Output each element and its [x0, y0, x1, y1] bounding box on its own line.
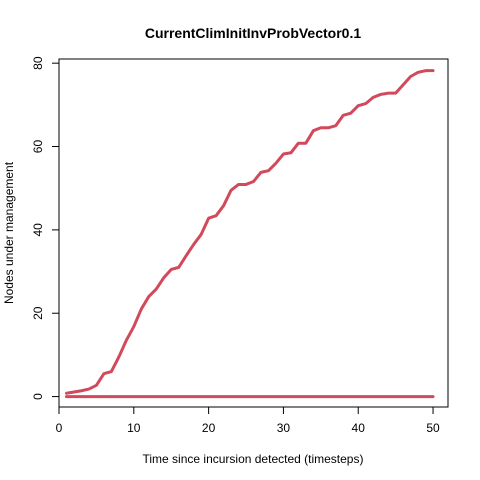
plot-box: [58, 58, 449, 408]
x-tick-label: 30: [277, 421, 291, 435]
x-tick-label: 50: [426, 421, 440, 435]
series-line-1: [64, 69, 435, 395]
x-axis-label: Time since incursion detected (timesteps…: [143, 452, 364, 466]
x-tick-label: 0: [56, 421, 63, 435]
y-tick-label: 0: [31, 393, 45, 400]
y-axis: 0 20 40 60 80: [31, 56, 59, 400]
x-axis: 0 10 20 30 40 50: [56, 407, 440, 435]
y-tick-label: 20: [31, 306, 45, 320]
x-tick-label: 40: [352, 421, 366, 435]
y-tick-label: 80: [31, 56, 45, 70]
y-axis-label: Nodes under management: [2, 161, 16, 304]
y-tick-label: 40: [31, 223, 45, 237]
x-tick-label: 20: [202, 421, 216, 435]
x-tick-label: 10: [127, 421, 141, 435]
series-layer: [64, 69, 435, 399]
chart-title: CurrentClimInitInvProbVector0.1: [145, 25, 361, 41]
y-tick-label: 60: [31, 140, 45, 154]
